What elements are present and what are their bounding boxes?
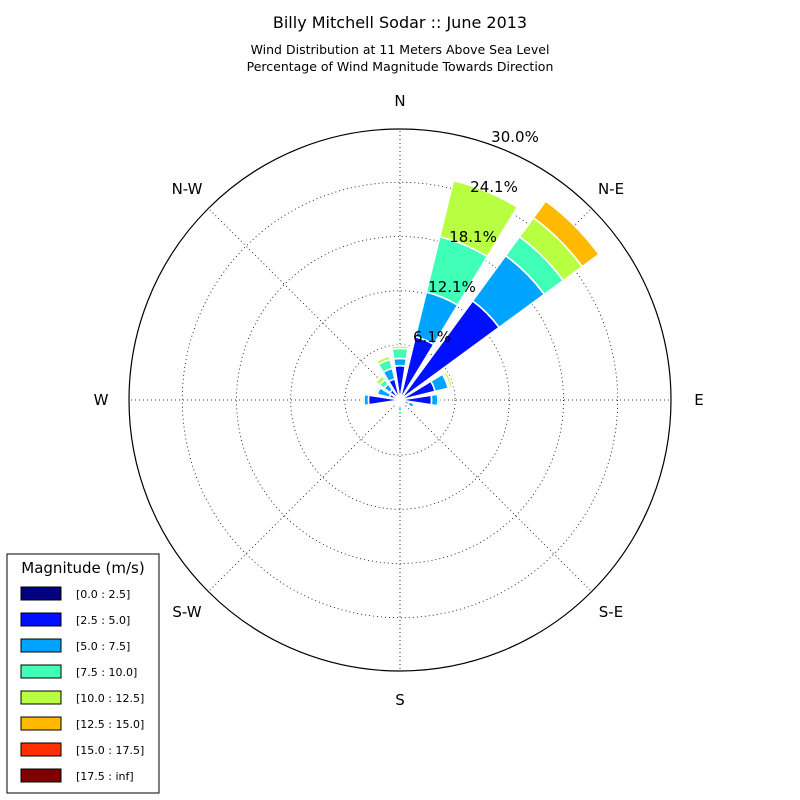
legend-label-3: [5.0 : 7.5] [76,640,130,653]
wind-bars [361,179,601,416]
legend: Magnitude (m/s) [0.0 : 2.5] [2.5 : 5.0] [5… [6,553,160,794]
grid-ring-1 [344,344,456,456]
legend-label-6: [12.5 : 15.0] [76,718,144,731]
legend-items: [0.0 : 2.5] [2.5 : 5.0] [5.0 : 7.5] [7.5 : … [20,586,144,783]
grid-ring-4 [181,181,619,619]
wind-bar-sector-6-bin-3 [406,401,416,409]
legend-swatch-3 [20,638,62,653]
wind-bar-sector-5-bin-4 [436,393,441,407]
outer-circle [128,128,672,672]
direction-label-n: N [394,92,405,110]
wind-bar-sector-16-bin-5 [375,355,392,366]
wind-bar-sector-9-bin-4 [396,409,404,416]
direction-label-n-e: N-E [598,180,624,198]
wind-bar-sector-1-bin-3 [392,357,408,367]
legend-swatch-1 [20,586,62,601]
wind-bar-sector-1-bin-4 [391,347,409,360]
legend-label-4: [7.5 : 10.0] [76,666,137,679]
legend-label-8: [17.5 : inf] [76,770,134,783]
wind-bar-sector-14-bin-4 [374,385,382,396]
radial-tick-label-2: 12.1% [428,278,476,296]
radial-tick-label-1: 6.1% [413,328,451,346]
grid-spoke-6 [208,399,401,592]
wind-bar-sector-13-bin-4 [361,393,366,407]
legend-swatch-6 [20,716,62,731]
radial-tick-label-3: 18.1% [449,228,497,246]
chart-title: Billy Mitchell Sodar :: June 2013 [273,13,527,32]
direction-label-s-w: S-W [172,603,201,621]
wind-bar-sector-3-bin-6 [532,199,601,268]
legend-swatch-7 [20,742,62,757]
polar-grid [129,129,671,671]
legend-label-2: [2.5 : 5.0] [76,614,130,627]
legend-swatch-2 [20,612,62,627]
grid-spoke-8 [208,208,401,401]
radial-tick-label-5: 30.0% [491,128,539,146]
direction-label-w: W [94,391,109,409]
chart-subtitle-line-2: Percentage of Wind Magnitude Towards Dir… [247,59,554,74]
radial-tick-label-4: 24.1% [470,178,518,196]
legend-swatch-5 [20,690,62,705]
legend-swatch-4 [20,664,62,679]
legend-label-1: [0.0 : 2.5] [76,588,130,601]
legend-label-5: [10.0 : 12.5] [76,692,144,705]
wind-bar-sector-4-bin-5 [442,370,454,389]
wind-bar-sector-2-bin-5 [438,179,519,258]
legend-label-7: [15.0 : 17.5] [76,744,144,757]
legend-swatch-8 [20,768,62,783]
grid-ring-3 [236,236,564,564]
wind-bar-sector-15-bin-5 [374,374,387,387]
grid-spoke-4 [399,399,592,592]
direction-label-s-e: S-E [599,603,623,621]
direction-label-n-w: N-W [172,180,203,198]
axis-labels: N N-E E S-E S S-W W N-W 6.1% 12.1% 18.1% 24.1% 30.0% [94,92,704,709]
grid-ring-2 [290,290,510,510]
legend-title: Magnitude (m/s) [21,559,144,577]
direction-label-e: E [694,391,703,409]
chart-subtitle-line-1: Wind Distribution at 11 Meters Above Sea… [251,42,550,57]
wind-bar-sector-1-bin-5 [390,345,410,351]
direction-label-s: S [395,691,405,709]
